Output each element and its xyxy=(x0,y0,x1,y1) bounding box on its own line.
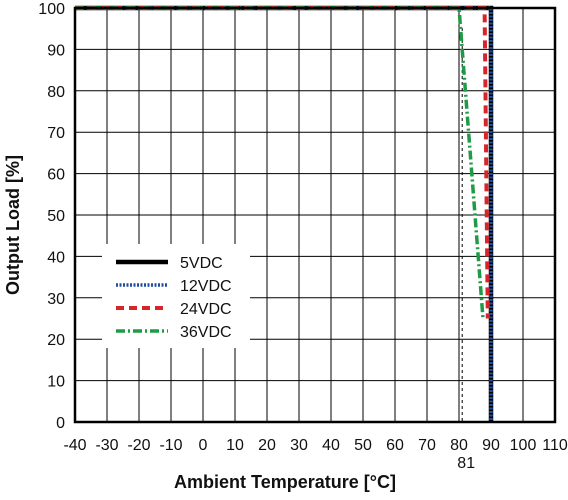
y-axis-title: Output Load [%] xyxy=(3,155,23,295)
x-tick-label: -10 xyxy=(159,437,182,454)
y-tick-label: 30 xyxy=(47,291,65,308)
x-tick-label: 10 xyxy=(226,437,244,454)
y-tick-label: 20 xyxy=(47,332,65,349)
y-tick-label: 90 xyxy=(47,42,65,59)
x-tick-label: -30 xyxy=(95,437,118,454)
y-tick-label: 100 xyxy=(38,1,65,18)
grid-lines xyxy=(74,7,556,423)
y-tick-label: 0 xyxy=(56,415,65,432)
tick-labels: -40 -30 -20 -10 0 10 20 30 40 50 60 70 80 90 100 110 0 10… xyxy=(38,1,568,454)
x-tick-label: -20 xyxy=(127,437,150,454)
y-tick-label: 60 xyxy=(47,167,65,184)
y-tick-label: 50 xyxy=(47,208,65,225)
y-tick-label: 10 xyxy=(47,374,65,391)
legend-label: 24VDC xyxy=(180,301,232,318)
x-tick-label: 0 xyxy=(199,437,208,454)
x-axis-title: Ambient Temperature [°C] xyxy=(174,472,396,492)
x-tick-label: 50 xyxy=(354,437,372,454)
legend-label: 5VDC xyxy=(180,255,223,272)
x-tick-label: 20 xyxy=(258,437,276,454)
x-tick-label: 110 xyxy=(542,437,568,454)
x-tick-label: -40 xyxy=(63,437,86,454)
y-tick-label: 40 xyxy=(47,249,65,266)
y-tick-label: 80 xyxy=(47,84,65,101)
x-tick-label: 40 xyxy=(322,437,340,454)
plot-frame xyxy=(73,6,557,424)
x-tick-label: 80 xyxy=(450,437,468,454)
annotation-label: 81 xyxy=(457,455,475,472)
legend: 5VDC 12VDC 24VDC 36VDC xyxy=(102,244,250,348)
legend-label: 12VDC xyxy=(180,278,232,295)
x-tick-label: 70 xyxy=(418,437,436,454)
legend-label: 36VDC xyxy=(180,324,232,341)
x-tick-label: 60 xyxy=(386,437,404,454)
x-tick-label: 90 xyxy=(482,437,500,454)
y-tick-label: 70 xyxy=(47,125,65,142)
reference-lines: 81 xyxy=(457,28,475,472)
x-tick-label: 100 xyxy=(510,437,537,454)
x-tick-label: 30 xyxy=(290,437,308,454)
